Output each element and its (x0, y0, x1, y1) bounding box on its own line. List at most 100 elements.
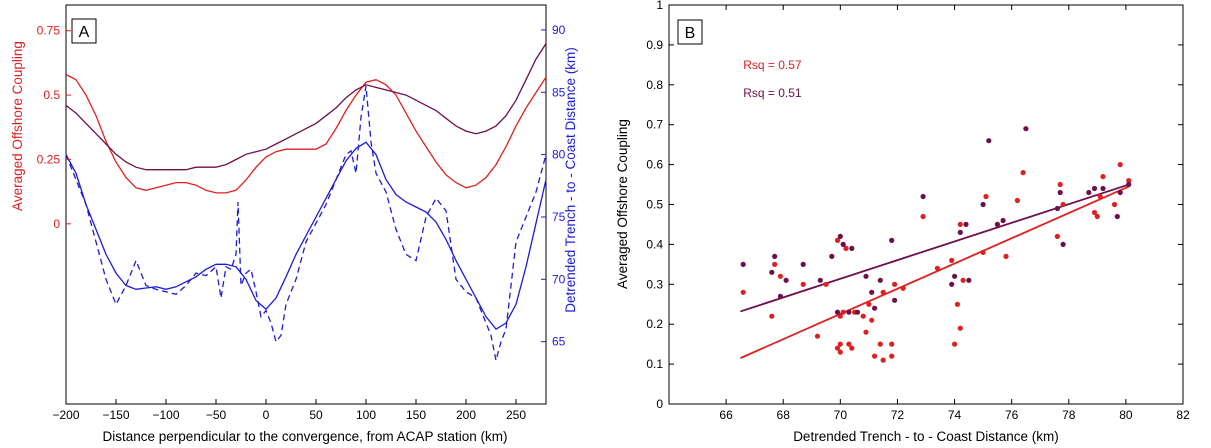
panel-b-point-red (954, 301, 961, 307)
panel-b-point-red (880, 289, 886, 295)
panel-b-point-red (1111, 201, 1118, 208)
panel-b-point-red (952, 341, 958, 347)
panel-b-point-red (983, 193, 989, 200)
panel-b-point-red (1020, 170, 1026, 176)
panel-b-point-red (869, 317, 875, 323)
panel-b-point-purple (986, 138, 992, 144)
panel-b-y-tick-label: 0.8 (646, 78, 663, 92)
panel-b-point-purple (957, 229, 963, 235)
panel-a-y-left-tick-label: 0 (53, 217, 60, 231)
panel-b-point-purple (920, 193, 926, 200)
panel-b-point-purple (1126, 181, 1132, 188)
panel-b-x-tick-label: 72 (891, 408, 905, 422)
panel-b-x-tick-label: 76 (1005, 408, 1019, 422)
panel-b-point-purple (777, 293, 784, 299)
panel-b-y-tick-label: 0.1 (646, 357, 663, 371)
panel-b-point-purple (1060, 241, 1066, 247)
panel-b-point-purple (740, 261, 746, 267)
panel-a-x-tick-label: −100 (152, 408, 179, 422)
panel-a-y-axis-label-right: Detrended Trench - to - Coast Distance (… (563, 47, 578, 313)
panel-b-point-purple (1117, 189, 1123, 196)
panel-b-point-red (960, 277, 966, 283)
panel-b-y-tick-label: 0.2 (646, 317, 663, 331)
panel-b-point-purple (1091, 185, 1098, 192)
panel-b-point-purple (1086, 189, 1092, 196)
panel-b-point-purple (889, 237, 895, 243)
panel-b-point-red (1003, 253, 1009, 259)
panel-b-point-red (892, 281, 898, 287)
panel-a-x-tick-label: 150 (406, 408, 426, 422)
panel-b-point-red (837, 313, 843, 319)
panel-b-point-red (900, 285, 906, 291)
panel-a-y-right-tick-label: 65 (552, 335, 566, 349)
panel-b-point-red (814, 333, 821, 339)
panel-a-x-tick-label: 100 (356, 408, 376, 422)
panel-b-point-red (837, 341, 843, 347)
panel-b-point-red (877, 341, 883, 347)
panel-a-x-tick-label: 250 (506, 408, 526, 422)
panel-b-point-purple (829, 253, 835, 259)
panel-a-series-red-solid-line (65, 73, 547, 194)
panel-b-point-red (1054, 233, 1060, 239)
panel-a-series-purple-solid-line (65, 43, 547, 171)
panel-a-x-tick-label: −200 (52, 408, 79, 422)
panel-b-point-purple (872, 305, 878, 311)
panel-b-point-red (872, 353, 878, 359)
panel-b-point-purple (949, 281, 955, 287)
panel-a-y-right-tick-label: 70 (552, 272, 566, 286)
panel-b-point-purple (840, 241, 846, 247)
panel-b-point-red (1060, 201, 1066, 208)
panel-b-point-purple (952, 273, 958, 279)
panel-b-x-tick-label: 68 (777, 408, 791, 422)
panel-b-point-purple (892, 297, 898, 303)
panel-a-label: A (79, 24, 90, 41)
panel-b: 66 68 70 72 74 76 78 80 82 0 0.1 0.2 0.3 0.4 0.5 0.6 0.7… (615, 0, 1190, 444)
panel-b-x-tick-label: 78 (1062, 408, 1076, 422)
rsq-annotation-red: Rsq = 0.57 (743, 58, 802, 72)
panel-b-y-axis-label: Averaged Offshore Coupling (615, 119, 630, 289)
panel-b-point-purple (783, 277, 789, 283)
panel-b-point-red (840, 309, 846, 315)
panel-a: −200 −150 −100 −50 0 50 100 150 200 250 0 0.25 0.5 0.… (10, 4, 578, 444)
panel-a-y-right-tick-label: 85 (552, 85, 566, 99)
panel-b-point-red (823, 281, 829, 287)
panel-b-point-red (740, 289, 746, 295)
panel-b-y-tick-label: 0.4 (646, 237, 663, 251)
panel-b-point-red (1126, 178, 1132, 184)
panel-b-point-red (834, 237, 841, 243)
panel-b-y-tick-label: 0.6 (646, 158, 663, 172)
panel-b-point-red (880, 357, 886, 363)
panel-b-point-red (949, 257, 955, 263)
panel-b-x-tick-label: 82 (1176, 408, 1190, 422)
panel-b-point-red (1057, 181, 1063, 188)
panel-a-x-tick-label: 0 (263, 408, 270, 422)
panel-b-point-red (860, 313, 866, 319)
panel-b-point-red (846, 341, 852, 347)
panel-b-point-red (837, 349, 843, 355)
panel-a-y-right-tick-label: 80 (552, 148, 566, 162)
panel-b-x-tick-label: 80 (1119, 408, 1133, 422)
panel-b-point-red (772, 261, 778, 267)
panel-b-point-red (1091, 209, 1098, 216)
panel-b-point-red (889, 341, 895, 347)
panel-b-y-tick-label: 1 (656, 0, 663, 12)
panel-b-point-red (980, 249, 986, 255)
panel-b-point-red (1097, 193, 1103, 200)
panel-b-point-red (889, 353, 895, 359)
panel-b-point-purple (849, 245, 855, 251)
panel-b-x-axis-label: Detrended Trench - to - Coast Distance (… (793, 429, 1059, 444)
panel-b-point-purple (877, 277, 883, 283)
panel-a-x-axis-label: Distance perpendicular to the convergenc… (103, 429, 508, 444)
panel-b-point-red (866, 301, 872, 307)
panel-b-point-purple (869, 289, 875, 295)
panel-b-point-red (834, 345, 841, 351)
panel-b-y-tick-label: 0.9 (646, 38, 663, 52)
panel-b-point-purple (1054, 205, 1060, 212)
panel-a-y-left-tick-label: 0.25 (37, 152, 61, 166)
panel-b-point-purple (854, 309, 861, 315)
panel-a-label-box (71, 18, 97, 44)
panel-b-point-red (920, 213, 926, 220)
panel-b-point-purple (963, 221, 969, 227)
panel-b-point-purple (846, 309, 852, 315)
panel-b-point-red (1014, 197, 1021, 204)
